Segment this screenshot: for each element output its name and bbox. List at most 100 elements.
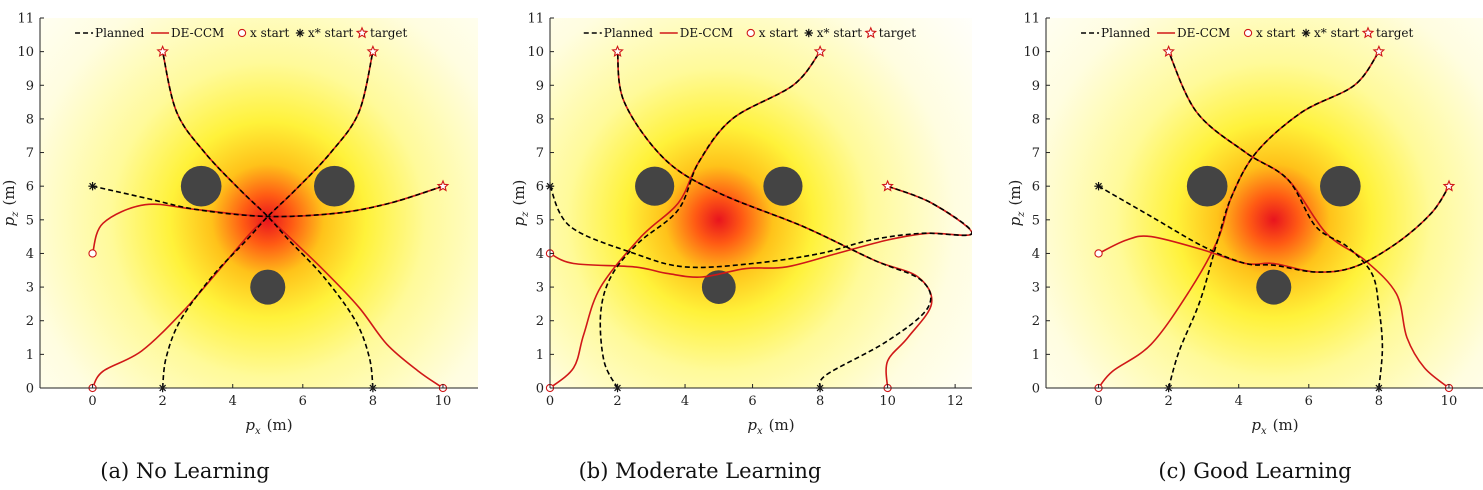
x-tick-label-6: 6	[1305, 394, 1313, 409]
y-tick-label-4: 4	[536, 247, 544, 262]
plot-area	[1046, 18, 1483, 388]
panel-caption: (c) Good Learning	[1158, 459, 1351, 483]
y-tick-label-8: 8	[1032, 112, 1040, 127]
x-tick-label-8: 8	[369, 394, 377, 409]
legend-planned: Planned	[1101, 26, 1151, 40]
legend-xstar-marker	[804, 28, 813, 38]
legend: Planned DE-CCM x start x* start target	[583, 26, 916, 40]
target-marker-2	[366, 44, 380, 57]
target-marker-2	[813, 44, 827, 57]
y-tick-label-10: 10	[17, 45, 34, 60]
obstacle-2	[314, 165, 355, 207]
legend: Planned DE-CCM x start x* start target	[1081, 26, 1414, 40]
panel-caption: (a) No Learning	[100, 459, 269, 483]
x-tick-label-10: 10	[435, 394, 452, 409]
legend-xstar-marker	[1301, 28, 1311, 38]
x-tick-label-10: 10	[1441, 394, 1458, 409]
y-tick-label-5: 5	[26, 213, 34, 228]
xstar-start-marker-3	[88, 181, 97, 191]
x-axis-label: px (m)	[747, 416, 794, 437]
x-tick-label-4: 4	[1235, 394, 1243, 409]
legend-x-start: x start	[1256, 26, 1295, 40]
y-tick-label-9: 9	[26, 79, 34, 94]
x-tick-label-6: 6	[299, 394, 307, 409]
y-tick-label-1: 1	[536, 348, 544, 363]
x-tick-label-0: 0	[546, 394, 554, 409]
heat-field	[40, 18, 478, 388]
legend-x-start: x start	[759, 26, 798, 40]
legend: Planned DE-CCM x start x* start target	[75, 26, 408, 40]
y-tick-label-3: 3	[536, 281, 544, 296]
y-tick-label-1: 1	[26, 348, 34, 363]
target-marker-3	[881, 179, 894, 192]
de-ccm-path-1	[91, 51, 374, 388]
panel-3: 0 1 2 3 4 5 6 7 8 9 10 11 0 2 4 6 8 10 px (m) pz(m) Planned DE…	[1006, 12, 1483, 483]
planned-path-3	[1098, 185, 1450, 273]
x-tick-label-2: 2	[158, 394, 166, 409]
legend-planned: Planned	[604, 26, 654, 40]
y-tick-label-8: 8	[536, 112, 544, 127]
obstacle-1	[635, 166, 675, 206]
y-tick-label-2: 2	[26, 314, 34, 329]
y-axis-label: pz(m)	[1006, 180, 1027, 227]
obstacle-3	[1256, 269, 1292, 305]
y-tick-label-3: 3	[1032, 281, 1040, 296]
x-tick-label-4: 4	[229, 394, 237, 409]
y-tick-label-0: 0	[536, 382, 544, 397]
panel-caption: (b) Moderate Learning	[579, 459, 822, 483]
y-tick-label-1: 1	[1032, 348, 1040, 363]
y-tick-label-5: 5	[1032, 213, 1040, 228]
y-tick-label-0: 0	[26, 382, 34, 397]
legend-planned: Planned	[95, 26, 145, 40]
y-tick-label-2: 2	[536, 314, 544, 329]
y-tick-label-6: 6	[1032, 180, 1040, 195]
target-marker-1	[611, 44, 624, 57]
x-tick-label-6: 6	[748, 394, 756, 409]
y-tick-label-11: 11	[1023, 12, 1040, 27]
x-tick-label-8: 8	[816, 394, 824, 409]
obstacle-1	[180, 165, 222, 207]
target-marker-3	[1442, 179, 1456, 192]
obstacle-2	[1320, 165, 1361, 207]
planned-path-3	[550, 185, 972, 269]
x-tick-label-2: 2	[613, 394, 621, 409]
planned-path-1	[1167, 51, 1380, 388]
x-tick-label-10: 10	[879, 394, 896, 409]
target-marker-2	[1372, 44, 1386, 57]
planned-path-1	[161, 51, 374, 388]
y-tick-label-6: 6	[26, 180, 34, 195]
x-tick-label-4: 4	[681, 394, 689, 409]
y-tick-label-7: 7	[26, 146, 34, 161]
x-axis-label: px (m)	[245, 416, 292, 437]
y-tick-label-6: 6	[536, 180, 544, 195]
x-tick-label-0: 0	[88, 394, 96, 409]
target-marker-3	[436, 179, 450, 192]
y-axis-label: pz(m)	[0, 180, 21, 227]
y-tick-label-0: 0	[1032, 382, 1040, 397]
legend-target: target	[879, 26, 916, 40]
y-tick-label-3: 3	[26, 281, 34, 296]
y-tick-label-11: 11	[17, 12, 34, 27]
de-ccm-path-2	[161, 51, 444, 388]
y-tick-label-4: 4	[1032, 247, 1040, 262]
x-tick-label-0: 0	[1094, 394, 1102, 409]
obstacle-3	[701, 270, 736, 304]
x-tick-label-8: 8	[1375, 394, 1383, 409]
plot-area	[40, 18, 478, 388]
y-tick-label-10: 10	[527, 45, 544, 60]
y-tick-label-10: 10	[1023, 45, 1040, 60]
x-start-marker-2	[1094, 249, 1103, 258]
x-tick-label-2: 2	[1164, 394, 1172, 409]
legend-xstar-start: x* start	[817, 26, 862, 40]
legend-xstar-marker	[295, 28, 305, 38]
legend-de-ccm: DE-CCM	[680, 26, 733, 40]
y-tick-label-2: 2	[1032, 314, 1040, 329]
planned-path-2	[161, 51, 374, 388]
y-axis-label: pz(m)	[510, 180, 531, 227]
y-tick-label-8: 8	[26, 112, 34, 127]
xstar-start-marker-3	[1094, 181, 1103, 191]
y-tick-label-5: 5	[536, 213, 544, 228]
